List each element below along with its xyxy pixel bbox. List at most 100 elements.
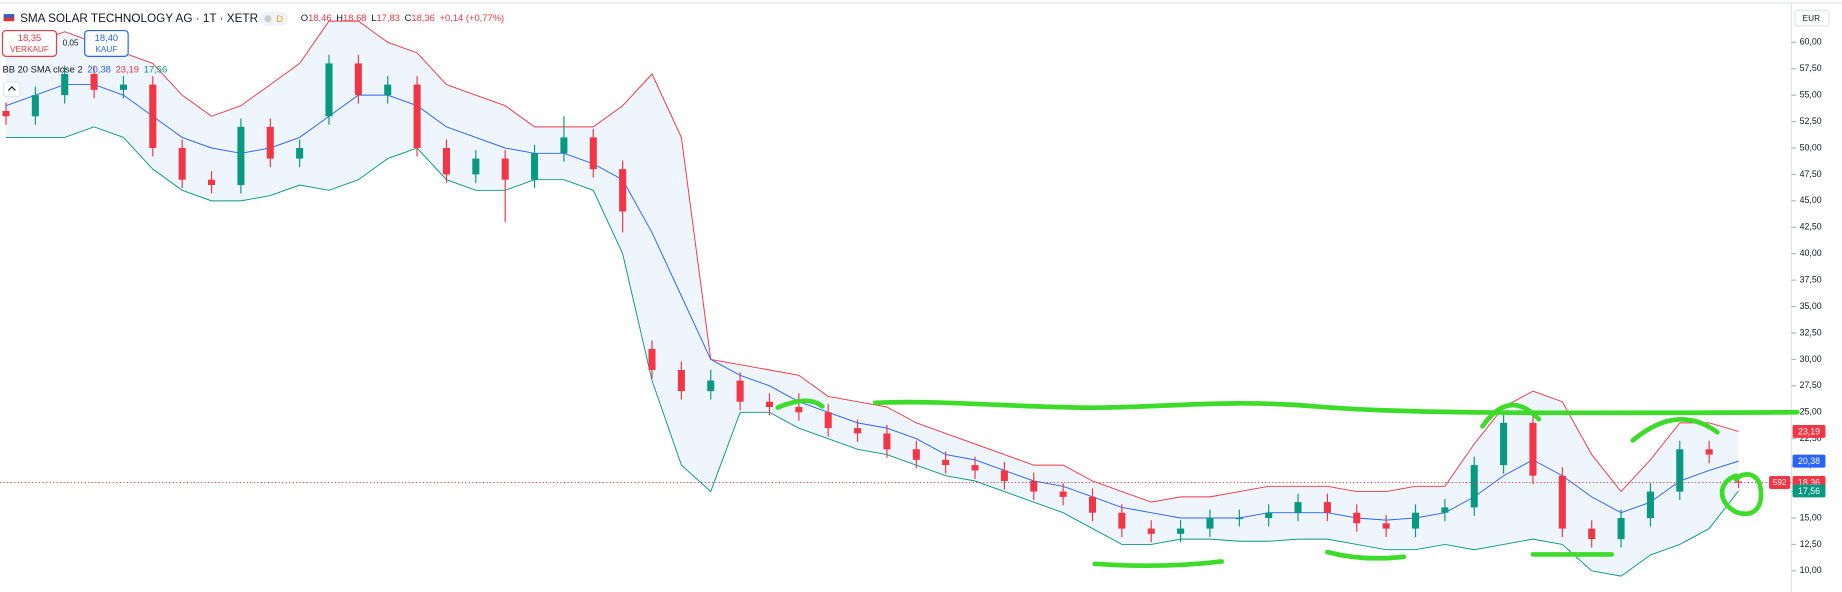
- y-tick-label: 27,50: [1800, 380, 1822, 390]
- price-axis: 10,0012,5015,0017,5020,0022,5025,0027,50…: [1769, 37, 1826, 575]
- quote-key: O: [301, 12, 308, 23]
- candle-body: [442, 148, 450, 175]
- candle-body: [1088, 496, 1097, 513]
- indicator-lower: 17,56: [144, 64, 167, 75]
- price-tag: [1792, 424, 1826, 438]
- candle-body: [1294, 502, 1302, 513]
- buy-price: 18,40: [95, 32, 118, 43]
- currency-button[interactable]: [1794, 9, 1830, 27]
- band-fill: [5, 21, 1739, 577]
- candle-body: [765, 401, 773, 407]
- candle-body: [854, 428, 862, 434]
- candle-body: [1235, 518, 1243, 520]
- price-tag-label: 20,38: [1798, 456, 1820, 466]
- candle-body: [501, 158, 509, 180]
- annotation-line: [1092, 559, 1225, 569]
- indicator-upper: 23,19: [116, 64, 139, 75]
- indicator-label: BB 20 SMA close 2: [2, 64, 82, 75]
- annotation-line: [1325, 549, 1407, 561]
- candle-body: [1323, 502, 1331, 513]
- candle-body: [1441, 507, 1449, 513]
- candle-body: [912, 449, 920, 460]
- candle-body: [1265, 512, 1273, 518]
- candle-body: [589, 137, 597, 170]
- sell-label: VERKAUF: [10, 45, 49, 54]
- y-tick-label: 40,00: [1800, 248, 1822, 258]
- y-tick-label: 12,50: [1800, 539, 1822, 549]
- price-tag-label: 18,36: [1798, 477, 1820, 487]
- y-tick-label: 52,50: [1800, 116, 1822, 126]
- candle-body: [1000, 470, 1008, 481]
- band-basis: [5, 84, 1739, 521]
- candle-body: [354, 63, 362, 96]
- candle-body: [1470, 465, 1478, 508]
- quote-value: 18,68: [343, 12, 366, 23]
- candle-body: [560, 137, 568, 154]
- buy-button[interactable]: [84, 29, 129, 57]
- candle-body: [707, 380, 715, 392]
- y-tick-label: 32,50: [1800, 327, 1822, 337]
- flag-icon-stripe: [3, 17, 15, 22]
- countdown-tag: [1769, 476, 1791, 489]
- y-tick-label: 45,00: [1800, 195, 1822, 205]
- y-tick-label: 22,50: [1800, 433, 1822, 443]
- candle-body: [971, 465, 979, 471]
- plot: [0, 20, 1792, 577]
- sell-button[interactable]: [1, 29, 58, 57]
- candle-body: [1206, 518, 1214, 529]
- candle-body: [1735, 481, 1743, 483]
- y-tick-label: 37,50: [1800, 274, 1822, 284]
- band-lower: [5, 126, 1739, 577]
- candle-body: [413, 84, 421, 148]
- y-tick-label: 15,00: [1800, 512, 1822, 522]
- y-tick-label: 35,00: [1800, 301, 1822, 311]
- quote-change: +0,14 (+0,77%): [440, 12, 505, 23]
- collapse-icon: [7, 86, 16, 91]
- quote-key: H: [336, 12, 343, 23]
- candle-body: [677, 370, 685, 392]
- candle-body: [736, 380, 744, 402]
- quote-key: L: [371, 12, 376, 23]
- quote-key: C: [405, 12, 412, 23]
- candle-body: [795, 407, 803, 413]
- candle-body: [531, 153, 539, 180]
- candle-body: [325, 63, 333, 117]
- spread: 0,05: [63, 39, 79, 48]
- candle-body: [31, 95, 39, 117]
- y-tick-label: 50,00: [1800, 142, 1822, 152]
- badge-bg: [259, 11, 288, 26]
- y-tick-label: 25,00: [1800, 407, 1822, 417]
- candle-body: [266, 126, 274, 159]
- candle-body: [1588, 528, 1596, 540]
- candle-body: [1558, 475, 1566, 529]
- candle-body: [824, 412, 832, 429]
- candle-body: [1676, 449, 1684, 492]
- candle-body: [1705, 449, 1713, 455]
- candle-body: [2, 111, 10, 117]
- collapse-button[interactable]: [3, 81, 21, 97]
- quote-value: 18,46: [308, 12, 331, 23]
- candle-body: [1353, 512, 1361, 524]
- price-tag-label: 17,56: [1798, 486, 1820, 496]
- indicator-legend: BB 20 SMA close 2 20,38 23,19 17,56: [2, 64, 167, 75]
- y-tick-label: 55,00: [1800, 89, 1822, 99]
- candle-body: [119, 84, 127, 90]
- candle-body: [648, 348, 656, 370]
- candle-body: [883, 433, 891, 450]
- annotations: [775, 398, 1800, 569]
- candle-body: [1500, 422, 1508, 466]
- candle-body: [472, 158, 480, 175]
- price-tag: [1792, 484, 1826, 498]
- y-tick-label: 42,50: [1800, 222, 1822, 232]
- y-tick-label: 47,50: [1800, 169, 1822, 179]
- badge: D: [276, 13, 283, 24]
- candle-body: [237, 126, 245, 185]
- quote: O18,46 H18,68 L17,83 C18,36 +0,14 (+0,77%): [301, 12, 504, 23]
- candle-body: [1382, 523, 1390, 529]
- badge-dot: [264, 15, 272, 23]
- candle-body: [90, 74, 98, 90]
- buy-label: KAUF: [95, 45, 117, 54]
- candle-body: [384, 84, 392, 96]
- candle-body: [296, 148, 304, 159]
